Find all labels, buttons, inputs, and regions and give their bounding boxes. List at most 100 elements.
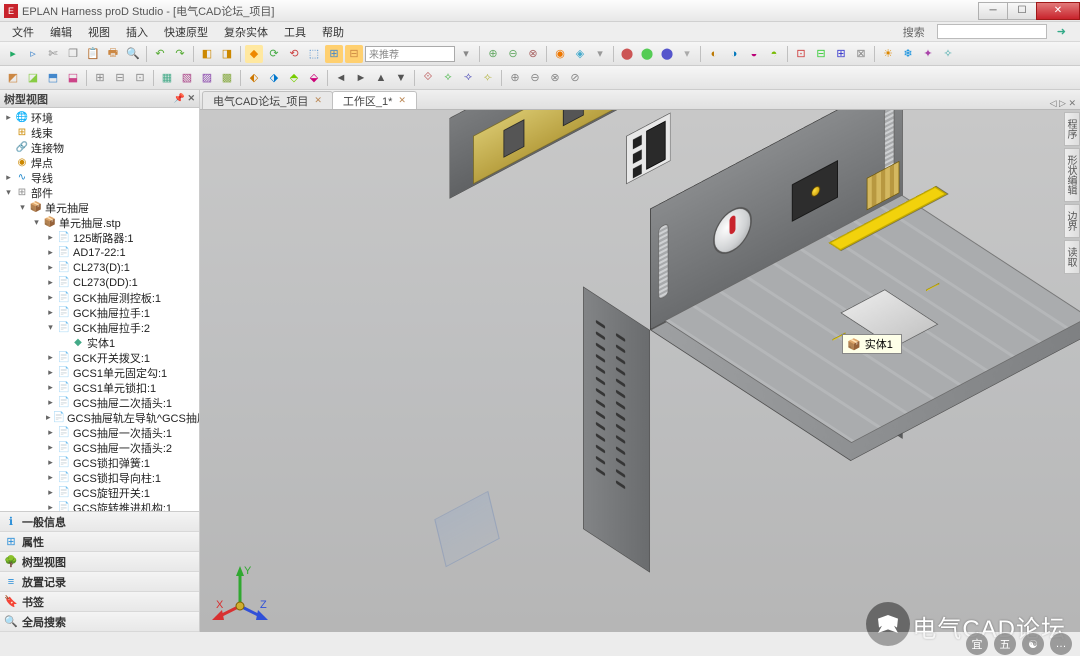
toolbar-button[interactable]: ⊕ [484,45,502,63]
rail-tab[interactable]: 边界 [1064,204,1080,238]
minimize-button[interactable]: ─ [978,2,1008,20]
toolbar-button[interactable]: ✦ [919,45,937,63]
panel-tab[interactable]: ≡放置记录 [0,572,199,592]
toolbar-button[interactable]: ❐ [64,45,82,63]
toolbar-button[interactable]: ▾ [591,45,609,63]
toolbar-button[interactable]: ⊖ [526,69,544,87]
menu-插入[interactable]: 插入 [118,24,156,40]
close-button[interactable]: ✕ [1036,2,1080,20]
tree-node[interactable]: ◆实体1 [0,335,199,350]
status-pill[interactable]: … [1050,633,1072,655]
tree-node[interactable]: ▸📄GCK抽屉拉手:1 [0,305,199,320]
tree-node[interactable]: ▸📄GCS1单元固定勾:1 [0,365,199,380]
toolbar-button[interactable]: ✄ [44,45,62,63]
menu-帮助[interactable]: 帮助 [314,24,352,40]
toolbar-button[interactable]: ⊞ [91,69,109,87]
maximize-button[interactable]: ☐ [1007,2,1037,20]
menu-文件[interactable]: 文件 [4,24,42,40]
toolbar-button[interactable]: ⊟ [345,45,363,63]
tree-node[interactable]: ▸📄GCK开关拨叉:1 [0,350,199,365]
toolbar-button[interactable]: ⬤ [618,45,636,63]
toolbar-button[interactable]: ▸ [4,45,22,63]
toolbar-button[interactable]: ⬓ [64,69,82,87]
toolbar-button[interactable]: ⊟ [812,45,830,63]
tree-node[interactable]: ▸📄GCS抽屉一次插头:1 [0,425,199,440]
toolbar-button[interactable]: ◑ [725,45,743,63]
tree-node[interactable]: ▸📄GCS抽屉一次插头:2 [0,440,199,455]
toolbar-button[interactable]: ⊡ [792,45,810,63]
tree-node[interactable]: ▸📄AD17-22:1 [0,245,199,260]
toolbar-button[interactable]: ⊕ [506,69,524,87]
toolbar-button[interactable]: 🔍 [124,45,142,63]
toolbar-button[interactable]: ▹ [24,45,42,63]
menu-工具[interactable]: 工具 [276,24,314,40]
toolbar-button[interactable]: ⊞ [832,45,850,63]
tree-node[interactable]: ▾📦单元抽屉 [0,200,199,215]
status-pill[interactable]: 宜 [966,633,988,655]
menu-视图[interactable]: 视图 [80,24,118,40]
toolbar-button[interactable]: ▦ [158,69,176,87]
toolbar-button[interactable]: ⊗ [546,69,564,87]
tree-node[interactable]: ⊞线束 [0,125,199,140]
toolbar-button[interactable]: ◒ [745,45,763,63]
toolbar-button[interactable]: ⊟ [111,69,129,87]
toolbar-button[interactable]: ⟲ [285,45,303,63]
tree-node[interactable]: ▸📄GCK抽屉测控板:1 [0,290,199,305]
toolbar-button[interactable]: ◪ [24,69,42,87]
toolbar-button[interactable]: ◉ [551,45,569,63]
toolbar-button[interactable]: ⟢ [459,69,477,87]
tree-node[interactable]: ▸📄GCS旋转推进机构:1 [0,500,199,511]
toolbar-button[interactable]: ◨ [218,45,236,63]
toolbar-button[interactable]: ⊞ [325,45,343,63]
toolbar-button[interactable]: ► [352,69,370,87]
toolbar-button[interactable]: ⬒ [44,69,62,87]
tree-node[interactable]: ◉焊点 [0,155,199,170]
tree-node[interactable]: 🔗连接物 [0,140,199,155]
toolbar-button[interactable]: ⟡ [439,69,457,87]
toolbar-button[interactable]: ⬤ [638,45,656,63]
toolbar-button[interactable]: ◈ [571,45,589,63]
status-pill[interactable]: 五 [994,633,1016,655]
toolbar-button[interactable]: ◧ [198,45,216,63]
tree-node[interactable]: ▸📄GCS抽屉二次插头:1 [0,395,199,410]
toolbar-button[interactable]: ⬘ [285,69,303,87]
toolbar-button[interactable]: ⊡ [131,69,149,87]
tree-node[interactable]: ▸📄CL273(D):1 [0,260,199,275]
tree-node[interactable]: ▾⊞部件 [0,185,199,200]
toolbar-button[interactable]: ⊘ [566,69,584,87]
toolbar-button[interactable]: ⟳ [265,45,283,63]
toolbar-button[interactable]: ⬗ [265,69,283,87]
toolbar-button[interactable]: ◐ [705,45,723,63]
toolbar-button[interactable]: ◩ [4,69,22,87]
toolbar-button[interactable]: ▼ [392,69,410,87]
3d-canvas[interactable]: 📦 实体1 X Y Z [200,110,1080,632]
rail-tab[interactable]: 形状编辑 [1064,148,1080,202]
menu-编辑[interactable]: 编辑 [42,24,80,40]
document-tab[interactable]: 工作区_1*✕ [332,91,417,109]
toolbar-button[interactable]: ▧ [178,69,196,87]
toolbar-button[interactable]: ☀ [879,45,897,63]
panel-tab[interactable]: 🔍全局搜索 [0,612,199,632]
toolbar-button[interactable]: ◄ [332,69,350,87]
toolbar-button[interactable]: ⬚ [305,45,323,63]
tree-node[interactable]: ▸📄CL273(DD):1 [0,275,199,290]
toolbar-button[interactable]: ✧ [939,45,957,63]
toolbar-button[interactable]: ⬤ [658,45,676,63]
model-tree[interactable]: ▸🌐环境⊞线束🔗连接物◉焊点▸∿导线▾⊞部件▾📦单元抽屉▾📦单元抽屉.stp▸📄… [0,108,199,511]
toolbar-button[interactable]: ▨ [198,69,216,87]
toolbar-button[interactable]: ❄ [899,45,917,63]
tree-node[interactable]: ▸📄GCS锁扣弹簧:1 [0,455,199,470]
tree-node[interactable]: ▸📄GCS锁扣导向柱:1 [0,470,199,485]
toolbar-button[interactable]: ⊗ [524,45,542,63]
panel-tab[interactable]: 🔖书签 [0,592,199,612]
toolbar-button[interactable]: ▩ [218,69,236,87]
toolbar-button[interactable]: ▲ [372,69,390,87]
toolbar-button[interactable]: ⬙ [305,69,323,87]
rail-tab[interactable]: 程序 [1064,112,1080,146]
toolbar-button[interactable]: ↶ [151,45,169,63]
search-go-icon[interactable]: ➜ [1049,25,1074,38]
tree-node[interactable]: ▸🌐环境 [0,110,199,125]
toolbar-button[interactable]: ⊠ [852,45,870,63]
tree-node[interactable]: ▸📄GCS1单元锁扣:1 [0,380,199,395]
toolbar-combo[interactable]: 来推荐 [365,46,455,62]
